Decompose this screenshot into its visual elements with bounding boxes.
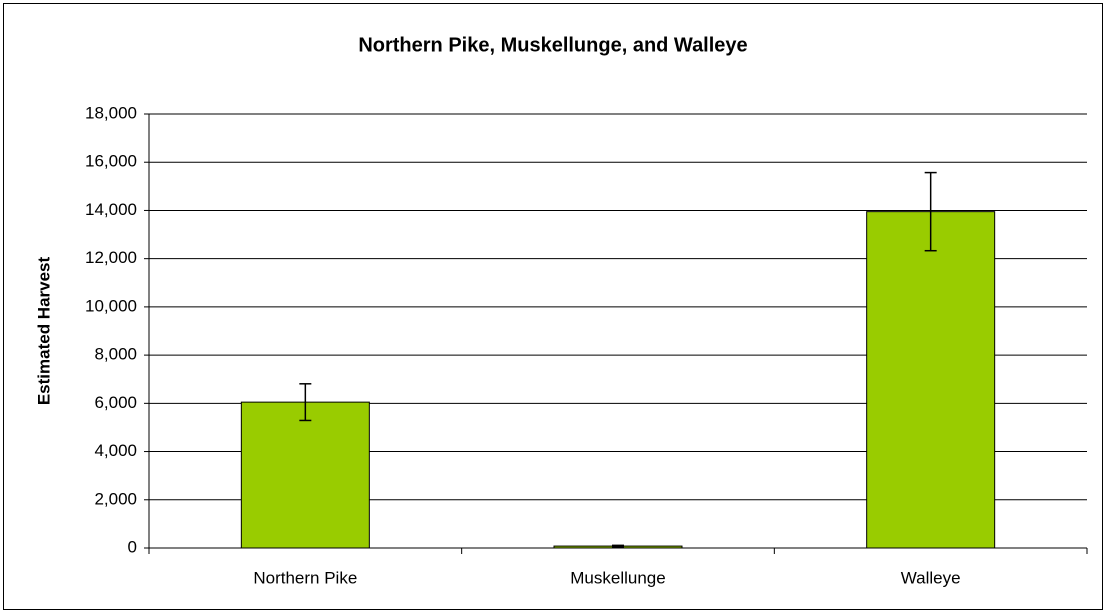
y-axis-label: Estimated Harvest bbox=[34, 256, 53, 405]
y-tick-label: 18,000 bbox=[85, 103, 137, 122]
x-tick-label: Northern Pike bbox=[253, 568, 357, 587]
y-tick-label: 14,000 bbox=[85, 200, 137, 219]
y-tick-label: 12,000 bbox=[85, 248, 137, 267]
y-tick-label: 16,000 bbox=[85, 152, 137, 171]
chart-title: Northern Pike, Muskellunge, and Walleye bbox=[358, 34, 747, 56]
y-tick-label: 2,000 bbox=[94, 489, 137, 508]
x-tick-label: Walleye bbox=[901, 568, 961, 587]
y-tick-label: 4,000 bbox=[94, 441, 137, 460]
bar bbox=[866, 211, 996, 549]
x-tick-label: Muskellunge bbox=[570, 568, 665, 587]
bar bbox=[240, 401, 370, 549]
y-tick-label: 6,000 bbox=[94, 393, 137, 412]
y-tick-label: 8,000 bbox=[94, 345, 137, 364]
y-tick-label: 10,000 bbox=[85, 296, 137, 315]
y-tick-label: 0 bbox=[128, 537, 137, 556]
